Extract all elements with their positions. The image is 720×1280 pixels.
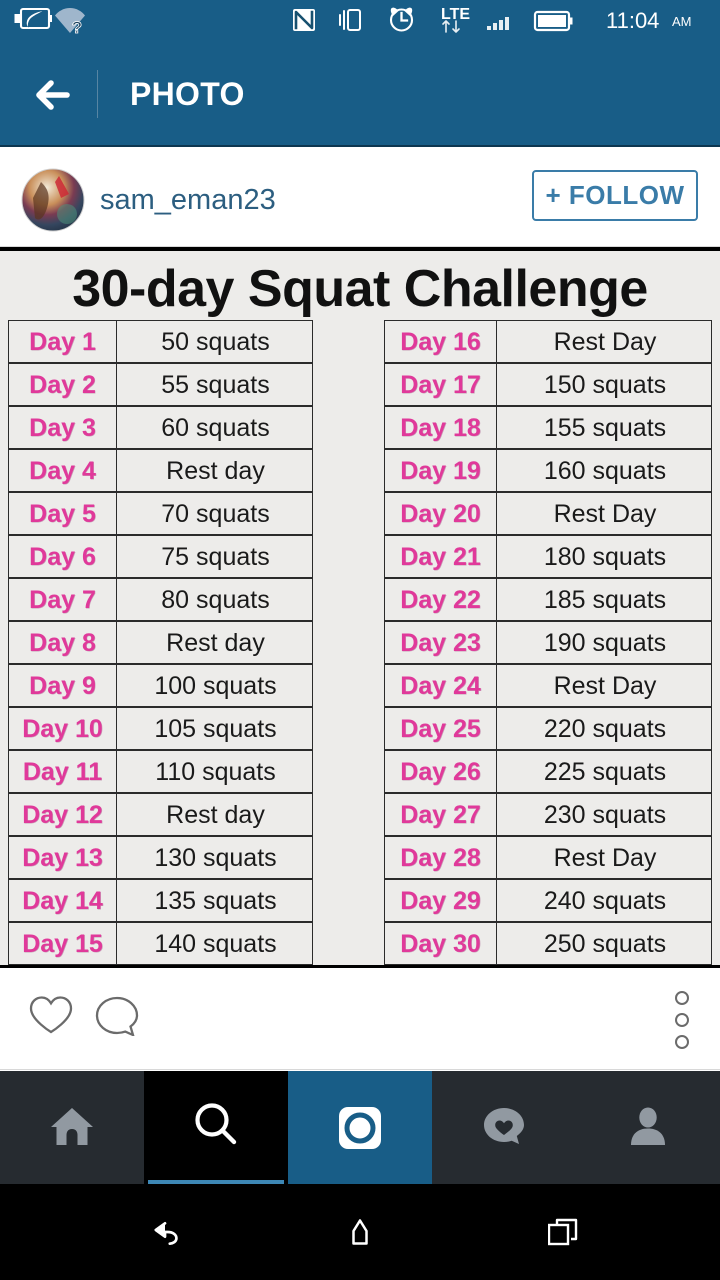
svg-text:?: ? [72,18,82,37]
svg-text:11:04: 11:04 [606,8,659,33]
svg-text:AM: AM [672,14,692,29]
